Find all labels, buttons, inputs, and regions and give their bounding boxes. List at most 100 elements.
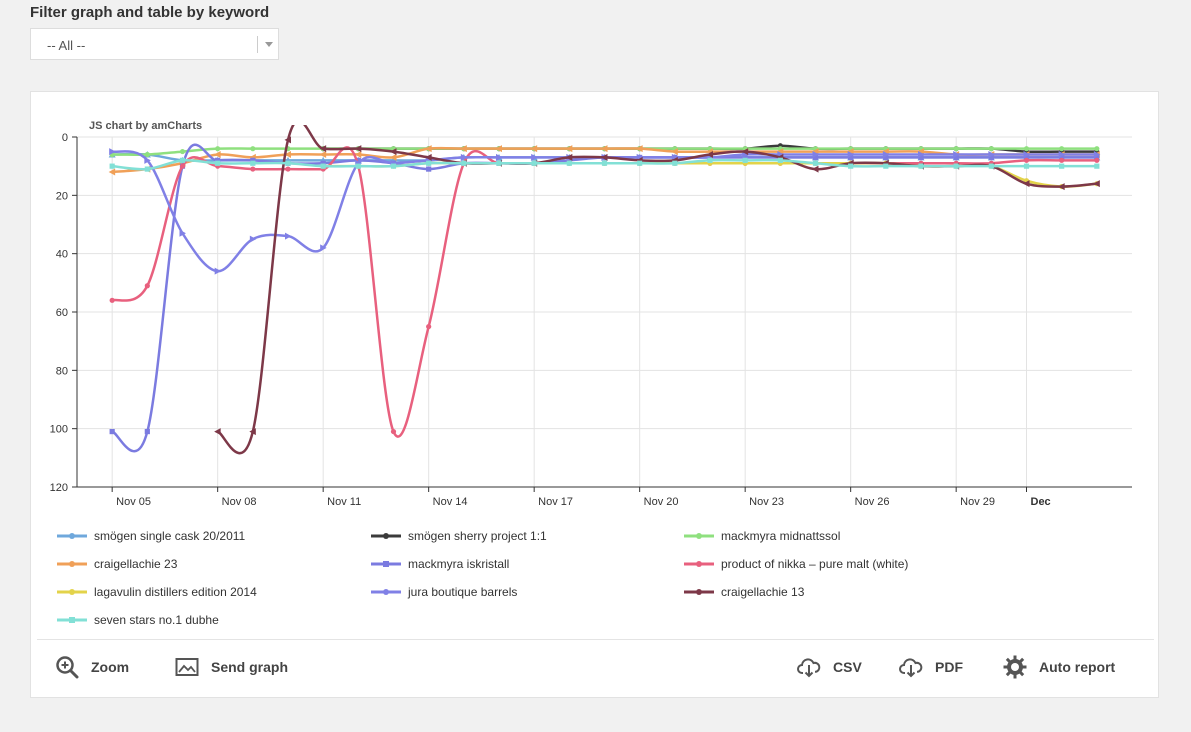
data-point (354, 151, 362, 158)
data-point (1023, 163, 1030, 169)
data-point (566, 160, 572, 166)
x-tick-label: Nov 23 (749, 496, 784, 508)
data-point (1058, 151, 1066, 158)
data-point (741, 148, 749, 156)
select-separator (257, 36, 258, 53)
data-point (109, 163, 115, 169)
y-tick-label: 80 (56, 365, 68, 377)
data-point (812, 151, 819, 158)
send-graph-button[interactable]: Send graph (175, 653, 288, 681)
legend-item[interactable]: mackmyra iskristall (370, 556, 509, 572)
data-point (883, 163, 889, 169)
data-point (460, 145, 467, 153)
data-point (144, 428, 150, 435)
data-point (215, 157, 221, 163)
legend-label: seven stars no.1 dubhe (94, 613, 219, 627)
data-point (812, 160, 819, 166)
pdf-button[interactable]: PDF (899, 653, 963, 681)
legend-item[interactable]: craigellachie 13 (683, 584, 804, 600)
data-point (1093, 180, 1100, 188)
data-point (1059, 157, 1065, 163)
data-point (109, 428, 115, 435)
data-point (285, 160, 291, 166)
data-point (1023, 146, 1030, 152)
legend-swatch-marker (696, 561, 702, 567)
data-point (531, 153, 538, 161)
data-point (355, 157, 361, 163)
data-point (1059, 154, 1065, 161)
y-tick-label: 120 (50, 482, 68, 494)
data-point (320, 163, 326, 169)
csv-button[interactable]: CSV (797, 653, 862, 681)
zoom-button[interactable]: Zoom (55, 653, 129, 681)
y-tick-label: 40 (56, 249, 68, 261)
data-point (601, 153, 608, 161)
data-point (1059, 146, 1065, 152)
data-point (250, 166, 256, 172)
data-point (109, 148, 116, 156)
zoom-icon (56, 656, 79, 679)
data-point (637, 160, 643, 166)
gear-icon (1003, 655, 1027, 679)
data-point (426, 160, 432, 166)
chevron-down-icon[interactable] (265, 42, 273, 47)
legend-swatch-marker (69, 617, 75, 623)
data-point (918, 154, 924, 161)
data-point (1023, 154, 1030, 161)
data-point (285, 232, 292, 240)
data-point (179, 163, 186, 169)
data-point (530, 145, 538, 153)
data-point (953, 151, 960, 158)
data-point (918, 151, 925, 158)
chart-credit[interactable]: JS chart by amCharts (89, 120, 202, 132)
data-point (284, 136, 291, 144)
legend-label: smögen sherry project 1:1 (408, 529, 547, 543)
data-point (426, 323, 432, 330)
legend-label: mackmyra iskristall (408, 557, 510, 571)
legend-item[interactable]: jura boutique barrels (370, 584, 517, 600)
data-point (109, 297, 115, 303)
data-point (1094, 146, 1100, 152)
data-point (215, 146, 221, 152)
legend-swatch (57, 533, 87, 539)
x-tick-label: Nov 26 (855, 496, 890, 508)
data-point (1023, 180, 1030, 188)
x-tick-label: Nov 05 (116, 496, 151, 508)
data-point (354, 145, 362, 153)
keyword-select[interactable]: -- All -- (30, 28, 279, 60)
data-point (671, 153, 679, 161)
legend-item[interactable]: seven stars no.1 dubhe (56, 612, 219, 628)
legend-swatch (371, 533, 401, 539)
data-point (1094, 157, 1100, 163)
data-point (425, 153, 432, 161)
series-line (111, 143, 1097, 453)
legend-item[interactable]: smögen single cask 20/2011 (56, 528, 245, 544)
legend-item[interactable]: product of nikka – pure malt (white) (683, 556, 908, 572)
cloud-download-icon (899, 658, 923, 678)
data-point (1094, 154, 1100, 161)
data-point (320, 160, 326, 166)
data-point (566, 157, 572, 163)
data-point (953, 146, 959, 152)
legend-item[interactable]: craigellachie 23 (56, 556, 177, 572)
data-point (565, 145, 573, 153)
legend-label: jura boutique barrels (408, 585, 518, 599)
data-point (565, 153, 573, 161)
legend-item[interactable]: mackmyra midnattssol (683, 528, 840, 544)
zoom-label: Zoom (91, 659, 130, 675)
cloud-download-icon (797, 658, 821, 678)
data-point (812, 154, 819, 161)
legend-item[interactable]: smögen sherry project 1:1 (370, 528, 547, 544)
data-point (284, 151, 291, 158)
data-point (496, 153, 503, 161)
data-point (250, 157, 256, 163)
auto-report-button[interactable]: Auto report (1003, 653, 1115, 681)
legend-label: product of nikka – pure malt (white) (721, 557, 909, 571)
legend-label: lagavulin distillers edition 2014 (94, 585, 257, 599)
data-point (214, 151, 221, 158)
legend-swatch (57, 617, 87, 623)
legend-swatch-marker (69, 533, 75, 539)
legend-swatch (57, 589, 87, 595)
legend-swatch-marker (696, 589, 702, 595)
legend-item[interactable]: lagavulin distillers edition 2014 (56, 584, 257, 600)
